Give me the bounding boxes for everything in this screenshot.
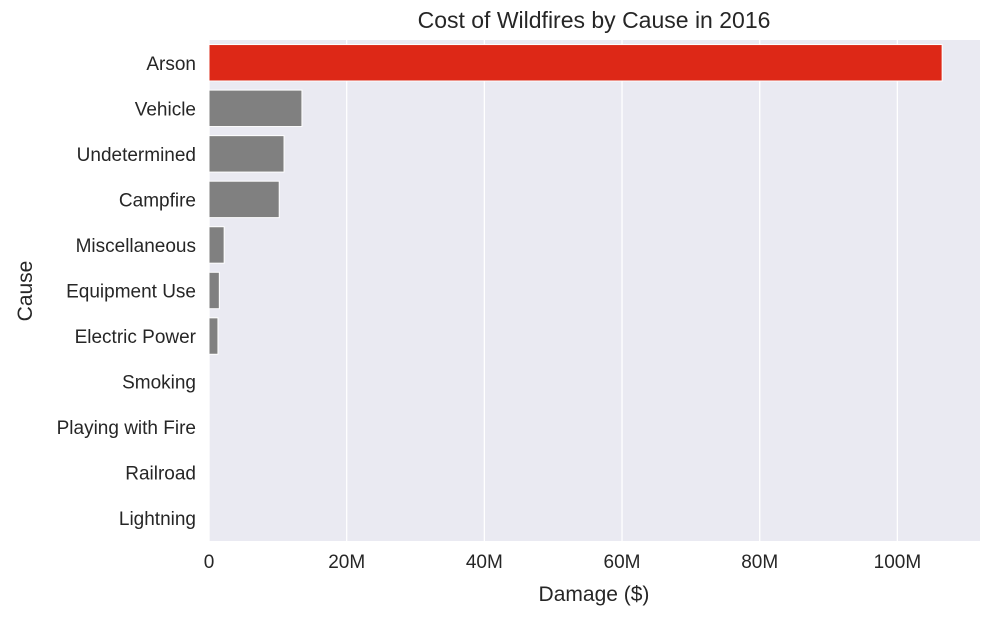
x-tick-label: 80M (741, 552, 778, 573)
grid-lines (208, 40, 899, 541)
y-axis-title: Cause (14, 261, 37, 322)
x-tick-label: 100M (874, 552, 922, 573)
bar-equipment-use (208, 271, 220, 310)
bar-campfire (208, 180, 280, 219)
x-tick-label: 0 (204, 552, 215, 573)
x-tick-label: 20M (328, 552, 365, 573)
y-tick-label: Equipment Use (66, 282, 196, 303)
y-tick-label: Undetermined (77, 145, 196, 166)
y-tick-label: Vehicle (135, 99, 196, 120)
x-tick-label: 60M (604, 552, 641, 573)
plot-background (209, 40, 980, 541)
bar-electric-power (208, 317, 219, 355)
bar-undetermined (208, 135, 285, 173)
y-tick-labels: Arson Vehicle Undetermined Campfire Miscella… (57, 54, 197, 530)
y-tick-label: Electric Power (75, 327, 197, 348)
chart-title: Cost of Wildfires by Cause in 2016 (418, 7, 771, 33)
bar-arson (208, 44, 943, 82)
y-tick-label: Lightning (119, 509, 196, 530)
x-tick-label: 40M (466, 552, 503, 573)
y-tick-label: Smoking (122, 373, 196, 394)
y-tick-label: Arson (146, 54, 196, 75)
bars (208, 44, 943, 355)
bar-vehicle (208, 89, 303, 128)
bar-miscellaneous (208, 226, 225, 264)
y-tick-label: Railroad (125, 464, 196, 485)
x-axis-title: Damage ($) (539, 583, 650, 606)
y-tick-label: Campfire (119, 190, 196, 211)
y-tick-label: Playing with Fire (57, 418, 196, 439)
x-tick-labels: 0 20M 40M 60M 80M 100M (204, 552, 921, 573)
y-tick-label: Miscellaneous (76, 236, 196, 257)
